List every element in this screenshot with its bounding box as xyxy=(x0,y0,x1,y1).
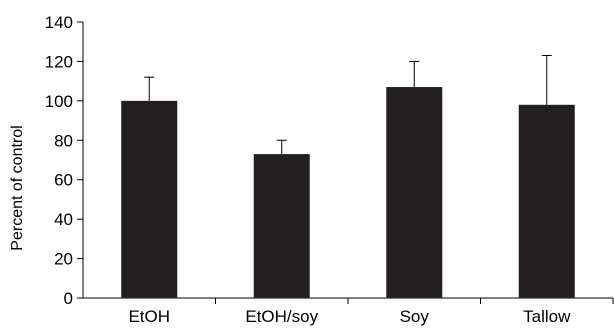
x-tick-label: EtOH/soy xyxy=(245,307,318,326)
y-tick-label: 20 xyxy=(54,250,73,269)
bars xyxy=(121,87,575,298)
x-tick-label: EtOH xyxy=(128,307,170,326)
error-bars xyxy=(144,55,552,155)
bar-etoh-soy xyxy=(253,154,310,298)
bar-etoh xyxy=(121,100,178,298)
y-axis: 0 20 40 60 80 100 120 140 xyxy=(45,13,84,308)
y-tick-label: 40 xyxy=(54,210,73,229)
x-tick-label: Tallow xyxy=(523,307,571,326)
y-tick-label: 0 xyxy=(64,289,73,308)
y-axis-label: Percent of control xyxy=(9,125,26,250)
bar-soy xyxy=(386,87,443,298)
y-tick-label: 120 xyxy=(45,52,73,71)
y-tick-label: 100 xyxy=(45,92,73,111)
y-tick-label: 140 xyxy=(45,13,73,32)
y-tick-label: 60 xyxy=(54,171,73,190)
x-axis: EtOH EtOH/soy Soy Tallow xyxy=(83,297,614,326)
x-tick-label: Soy xyxy=(400,307,430,326)
y-tick-label: 80 xyxy=(54,131,73,150)
bar-tallow xyxy=(518,104,575,298)
